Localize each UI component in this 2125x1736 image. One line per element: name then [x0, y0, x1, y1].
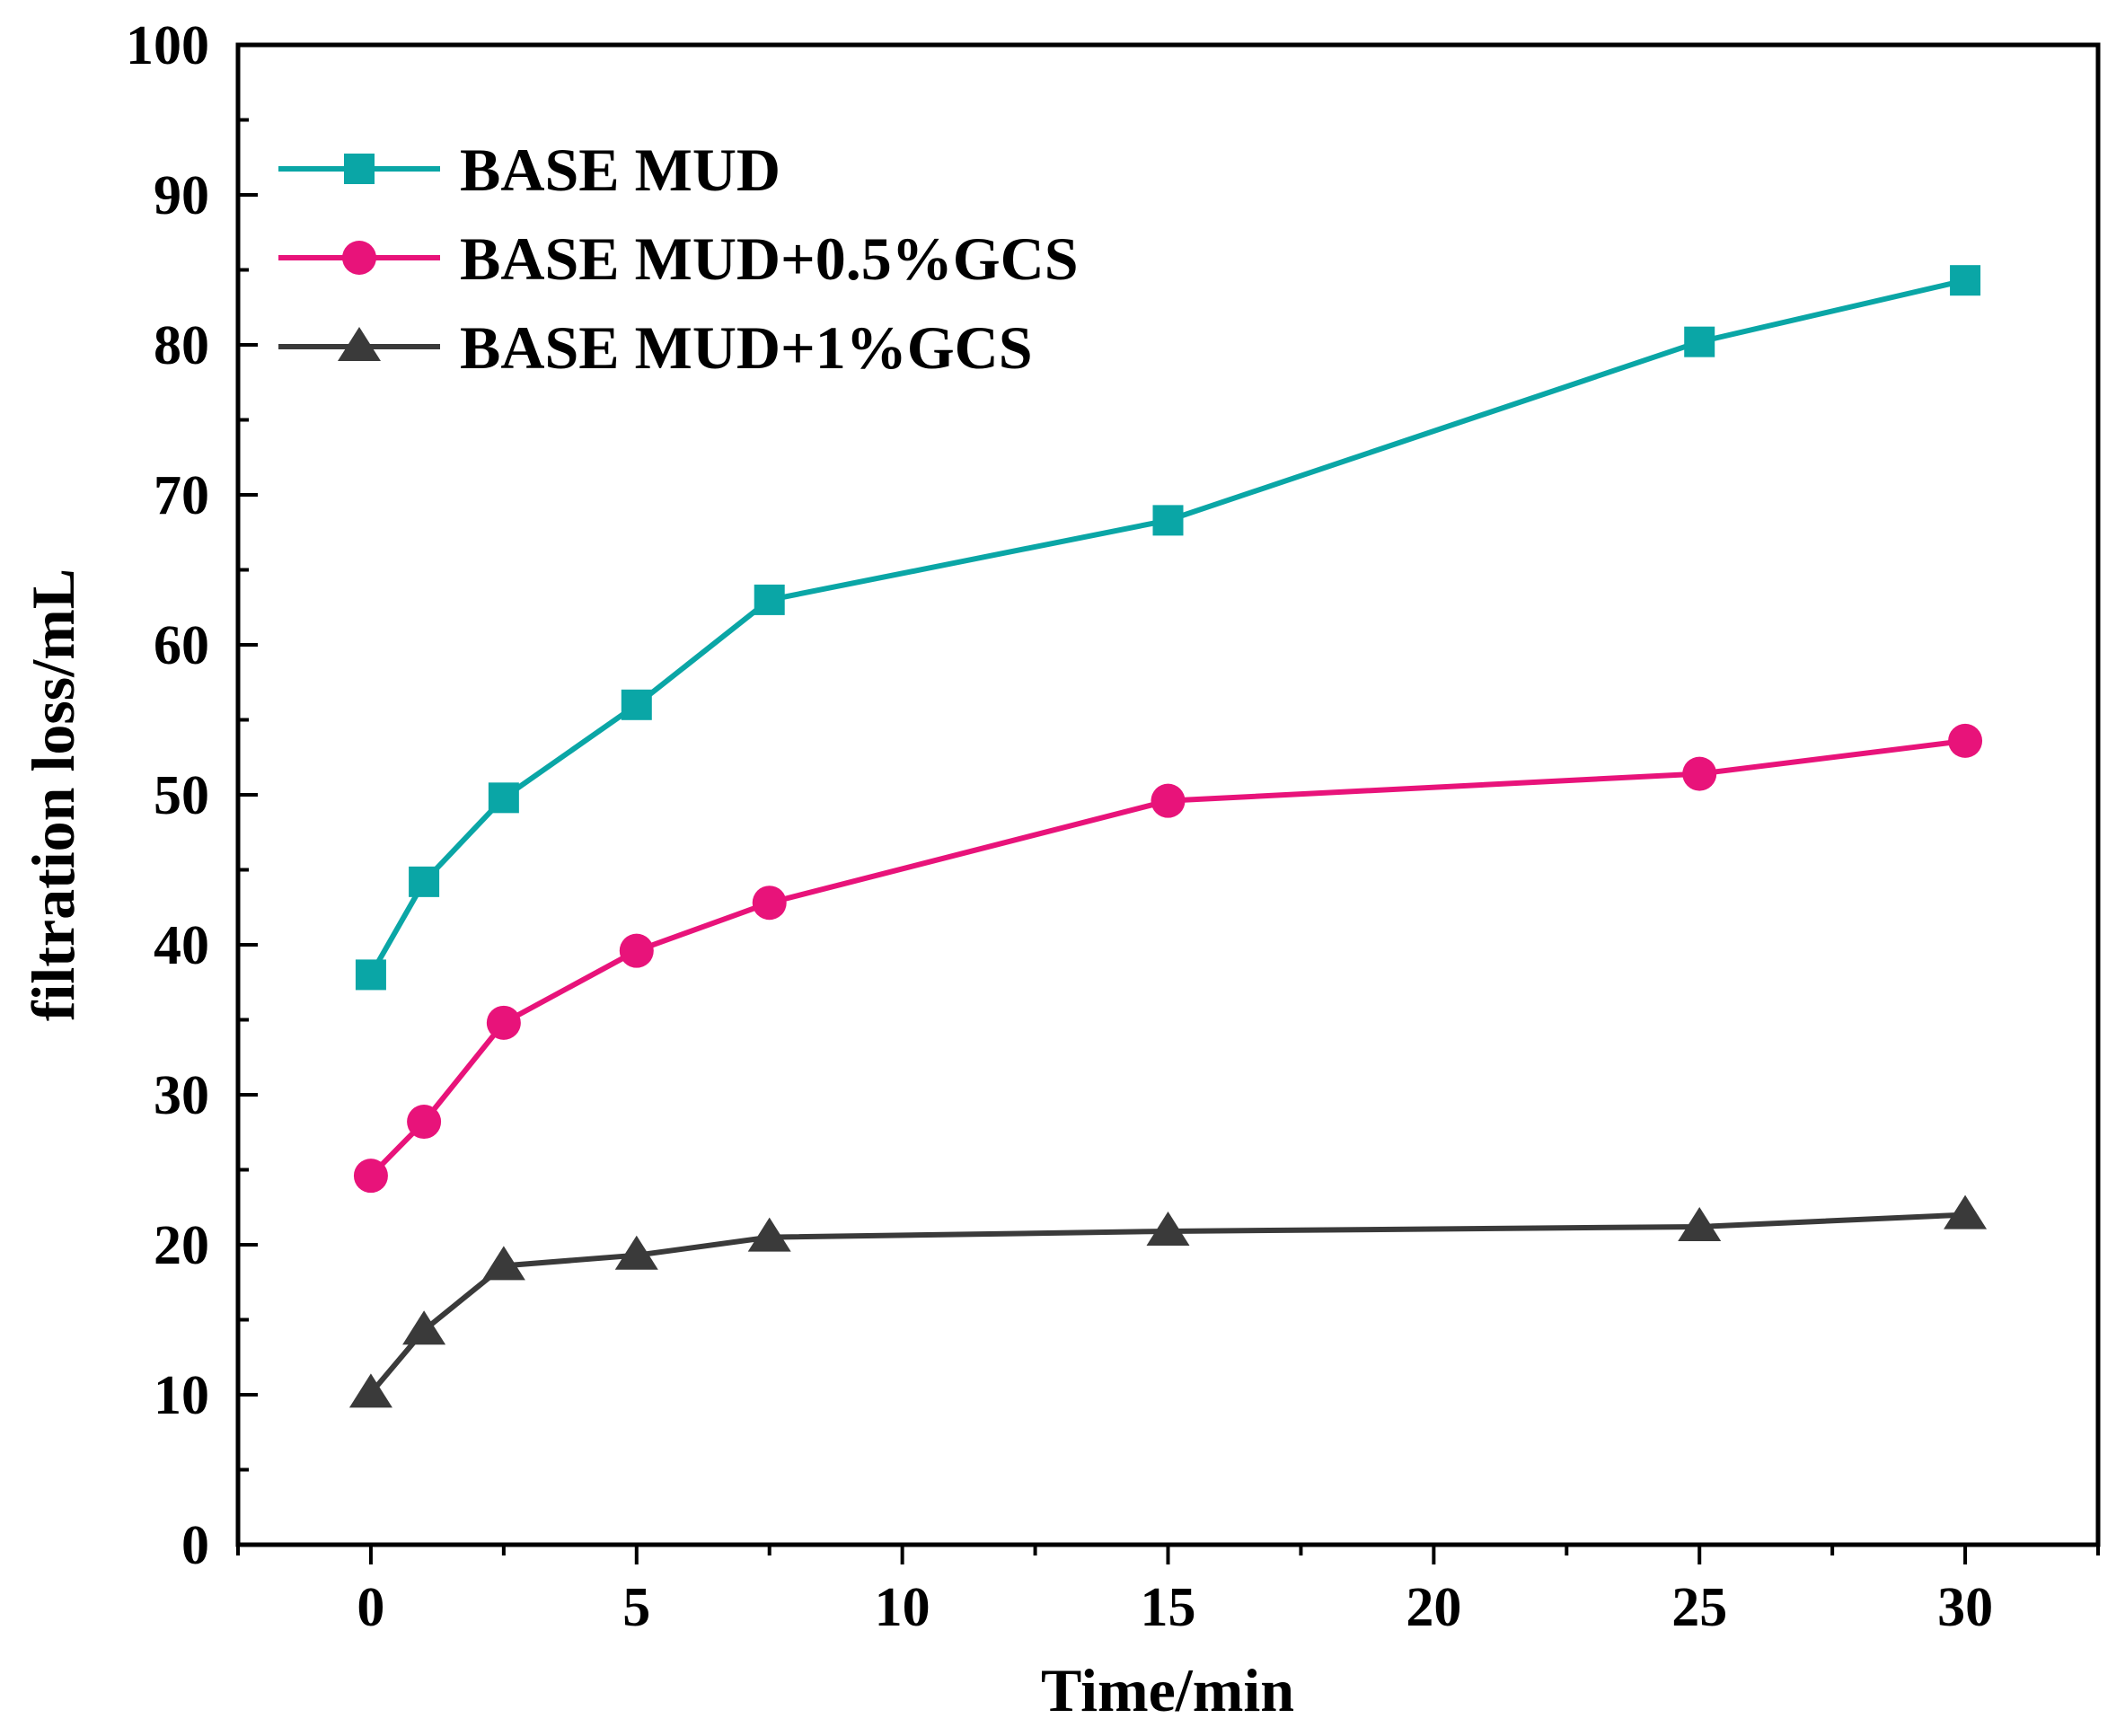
x-tick-label: 15: [1141, 1577, 1196, 1638]
legend-entry: BASE MUD+0.5%GCS: [278, 225, 1079, 293]
y-tick-label: 40: [154, 915, 209, 976]
data-point: [486, 1005, 521, 1040]
data-point: [355, 959, 386, 991]
legend-entry: BASE MUD+1%GCS: [278, 313, 1033, 382]
data-point: [348, 1373, 392, 1408]
data-point: [754, 584, 785, 615]
data-point: [409, 866, 440, 897]
y-tick-label: 30: [154, 1065, 209, 1126]
legend-marker: [338, 327, 381, 361]
plot-frame: [235, 42, 2101, 1547]
x-tick-label: 20: [1406, 1577, 1461, 1638]
series-circle: [353, 723, 1983, 1194]
legend-marker: [344, 154, 375, 184]
series-line: [368, 1212, 1966, 1396]
y-tick-label: 0: [181, 1515, 209, 1576]
data-point: [1948, 723, 1983, 758]
legend-marker: [342, 241, 376, 275]
data-point: [621, 689, 652, 720]
y-tick-label: 90: [154, 165, 209, 226]
data-point: [1950, 265, 1981, 296]
series-triangle: [348, 1194, 1988, 1408]
data-point: [1944, 1194, 1988, 1229]
series-group: [348, 265, 1988, 1408]
data-point: [614, 1235, 658, 1270]
legend-label: BASE MUD+1%GCS: [460, 313, 1033, 382]
data-point: [407, 1105, 442, 1140]
y-axis-title: filtration loss/mL: [19, 568, 87, 1021]
x-tick-label: 5: [622, 1577, 650, 1638]
data-point: [1684, 326, 1715, 357]
series-square: [355, 265, 1981, 991]
x-tick-label: 0: [357, 1577, 384, 1638]
y-tick-label: 10: [154, 1365, 209, 1426]
legend: BASE MUD BASE MUD+0.5%GCS BASE MUD+1%GCS: [278, 136, 1079, 382]
data-point: [481, 1246, 525, 1281]
data-point: [488, 782, 519, 814]
x-axis-title: Time/min: [1041, 1656, 1294, 1724]
data-point: [1682, 756, 1717, 791]
data-point: [402, 1310, 446, 1345]
data-point: [1152, 505, 1184, 536]
y-tick-label: 80: [154, 315, 209, 376]
data-point: [353, 1159, 388, 1194]
series-line: [368, 737, 1966, 1178]
y-tick-label: 20: [154, 1215, 209, 1276]
data-point: [619, 933, 654, 968]
legend-entry: BASE MUD: [278, 136, 780, 204]
data-point: [1678, 1206, 1722, 1241]
series-line: [368, 278, 1966, 976]
legend-label: BASE MUD+0.5%GCS: [460, 225, 1079, 293]
y-tick-label: 70: [154, 465, 209, 526]
x-tick-label: 10: [875, 1577, 930, 1638]
y-tick-label: 50: [154, 765, 209, 826]
tick-labels: 0 10 20 30 40 50 60 70 80 90 100 0 5 10 15 20 25 30: [126, 15, 1993, 1638]
x-tick-label: 30: [1937, 1577, 1993, 1638]
y-tick-label: 60: [154, 615, 209, 676]
data-point: [1146, 1211, 1190, 1246]
data-point: [1151, 783, 1186, 818]
data-point: [747, 1217, 791, 1252]
y-tick-label: 100: [126, 15, 209, 76]
x-tick-label: 25: [1671, 1577, 1727, 1638]
data-point: [752, 886, 787, 921]
legend-label: BASE MUD: [460, 136, 780, 204]
